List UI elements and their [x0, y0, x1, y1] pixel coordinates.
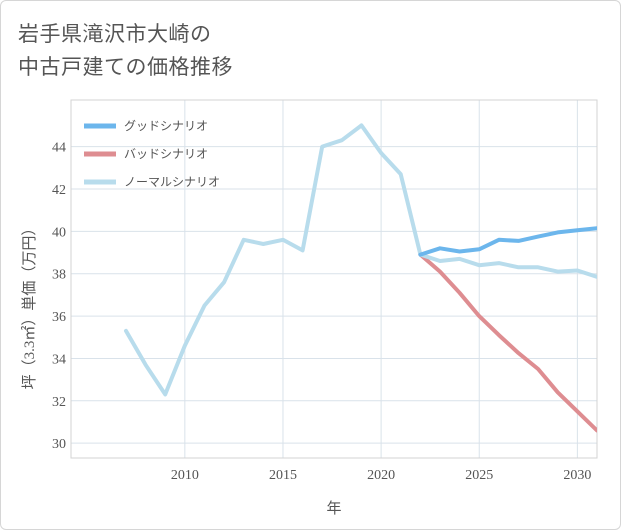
- y-axis-label: 坪（3.3㎡）単価（万円）: [21, 221, 38, 390]
- x-tick-label: 2010: [171, 468, 199, 483]
- y-axis-ticks: 30 32 34 36 38 40 42 44: [52, 141, 66, 453]
- series-line-3: [124, 123, 597, 397]
- series-line-1: [418, 226, 597, 257]
- grid-lines: [71, 100, 597, 458]
- legend-label-2: バッドシナリオ: [124, 147, 208, 161]
- y-tick-label: 34: [52, 352, 66, 367]
- x-tick-label: 2020: [367, 468, 395, 483]
- y-tick-label: 36: [52, 310, 66, 325]
- y-tick-label: 40: [52, 225, 66, 240]
- x-tick-label: 2015: [269, 468, 297, 483]
- plot-frame: [70, 99, 598, 459]
- title-line-2: 中古戸建ての価格推移: [18, 55, 233, 79]
- chart-title: 岩手県滝沢市大崎の 中古戸建ての価格推移: [18, 18, 418, 84]
- x-axis-label: 年: [326, 500, 341, 517]
- y-tick-label: 44: [52, 141, 66, 156]
- y-tick-label: 32: [52, 395, 66, 410]
- y-tick-label: 30: [52, 437, 66, 452]
- series-layer: [124, 123, 597, 433]
- y-tick-label: 38: [52, 268, 66, 283]
- legend-label-3: ノーマルシナリオ: [124, 175, 220, 189]
- legend-label-1: グッドシナリオ: [124, 119, 208, 133]
- title-line-1: 岩手県滝沢市大崎の: [18, 22, 212, 46]
- x-axis-ticks: 2010 2015 2020 2025 2030: [171, 468, 592, 483]
- x-tick-label: 2030: [563, 468, 591, 483]
- x-tick-label: 2025: [465, 468, 493, 483]
- series-line-2: [418, 252, 597, 433]
- y-tick-label: 42: [52, 183, 66, 198]
